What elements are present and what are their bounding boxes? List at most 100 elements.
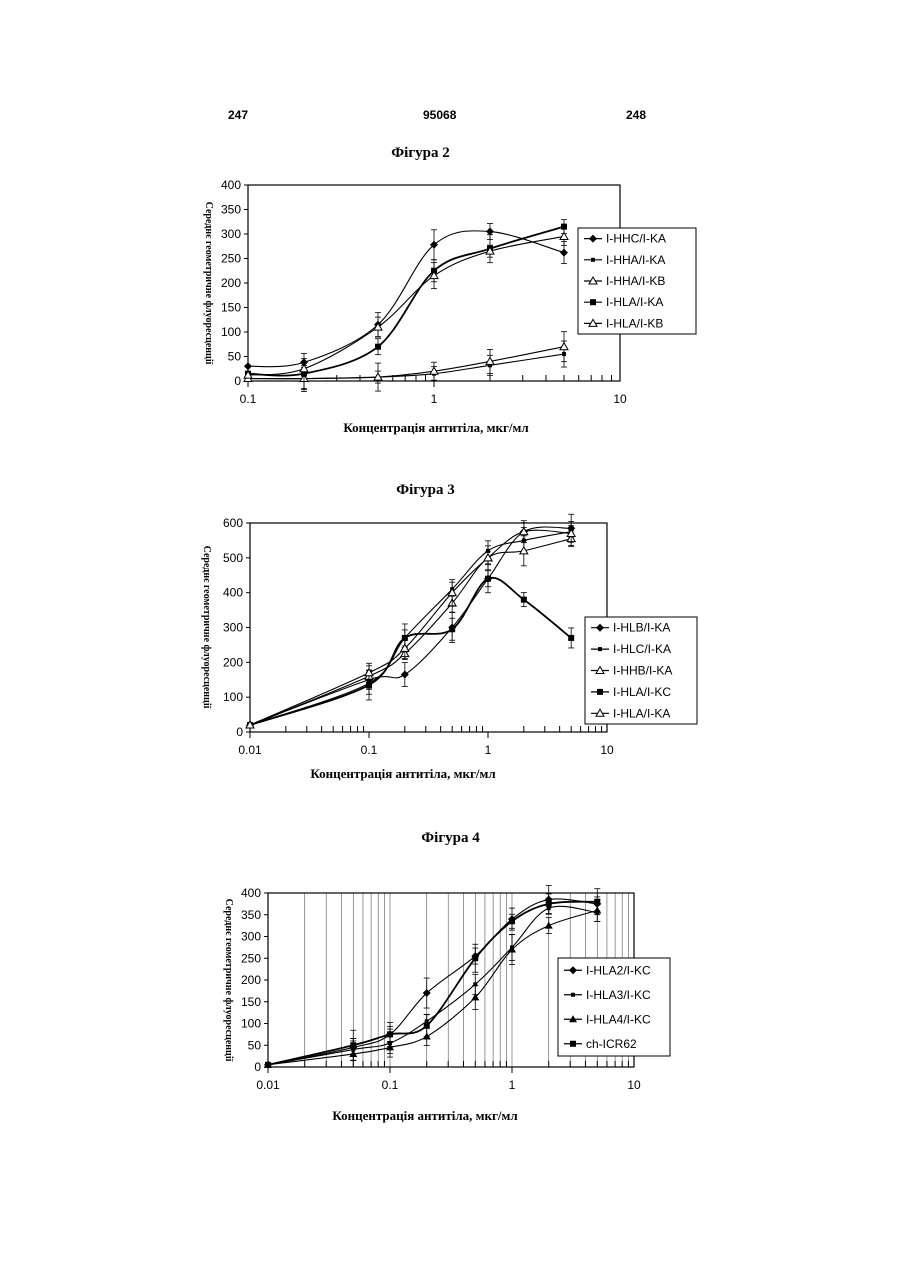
x-tick-label: 0.01	[256, 1078, 280, 1092]
y-tick-label: 350	[221, 203, 241, 217]
series-2	[246, 531, 575, 728]
legend-marker	[571, 993, 575, 997]
legend-label: I-HLC/I-KA	[613, 642, 671, 656]
y-axis-title: Середнє геометричне флуоресценції	[223, 899, 234, 1062]
y-tick-label: 200	[223, 655, 243, 669]
data-point	[449, 626, 455, 632]
legend-label: I-HHC/I-KA	[606, 232, 666, 246]
series-2	[244, 332, 568, 392]
data-point	[375, 344, 381, 350]
figures-canvas: 0501001502002503003504000.1110I-HHC/I-KA…	[0, 0, 901, 1273]
legend-label: I-HLA2/I-KC	[586, 963, 651, 977]
data-point	[509, 918, 515, 924]
y-tick-label: 100	[223, 690, 243, 704]
y-tick-label: 600	[223, 516, 243, 530]
y-tick-label: 150	[221, 301, 241, 315]
y-axis-title: Середнє геометричне флуоресценції	[201, 546, 212, 709]
x-tick-label: 1	[509, 1078, 516, 1092]
x-tick-label: 0.01	[238, 743, 262, 757]
x-tick-label: 0.1	[382, 1078, 399, 1092]
legend-label: I-HHA/I-KA	[606, 253, 665, 267]
legend-label: I-HHB/I-KA	[613, 664, 672, 678]
series-0	[246, 514, 575, 729]
legend-marker	[597, 689, 603, 695]
series-3	[247, 565, 574, 728]
series-1	[248, 526, 574, 727]
data-point	[485, 576, 491, 582]
legend-marker	[598, 647, 602, 651]
x-axis-title: Концентрація антитіла, мкг/мл	[332, 1108, 517, 1123]
chart-3: 01002003004005006000.010.1110I-HLB/I-KAI…	[201, 514, 697, 781]
legend-label: I-HLA/I-KA	[606, 295, 663, 309]
y-tick-label: 400	[221, 178, 241, 192]
y-tick-label: 50	[248, 1038, 262, 1052]
data-point	[560, 343, 568, 350]
legend-label: ch-ICR62	[586, 1037, 637, 1051]
x-tick-label: 10	[600, 743, 614, 757]
y-tick-label: 350	[241, 908, 261, 922]
series-line	[250, 530, 571, 725]
data-point	[594, 899, 600, 905]
legend-label: I-HLA3/I-KC	[586, 988, 651, 1002]
x-tick-label: 10	[627, 1078, 641, 1092]
series-line	[268, 906, 597, 1064]
legend-label: I-HLA/I-KC	[613, 685, 671, 699]
legend-label: I-HHA/I-KB	[606, 274, 665, 288]
legend: I-HLA2/I-KC I-HLA3/I-KC I-HLA4/I-KC ch-ICR6…	[558, 958, 670, 1056]
x-axis-title: Концентрація антитіла, мкг/мл	[343, 420, 528, 435]
y-tick-label: 100	[221, 325, 241, 339]
data-point	[568, 635, 574, 641]
series-line	[248, 231, 564, 367]
legend: I-HHC/I-KA I-HHA/I-KA I-HHA/I-KB I-HLA/I-KA…	[578, 228, 696, 334]
chart-4: 0501001502002503003504000.010.1110I-HLA2…	[223, 886, 670, 1123]
y-tick-label: 200	[221, 276, 241, 290]
data-point	[265, 1062, 271, 1068]
data-point	[560, 249, 568, 257]
y-tick-label: 300	[223, 621, 243, 635]
chart-2: 0501001502002503003504000.1110I-HHC/I-KA…	[203, 178, 696, 435]
y-tick-label: 200	[241, 973, 261, 987]
data-point	[545, 922, 553, 929]
legend-marker	[591, 258, 595, 262]
data-point	[366, 682, 372, 688]
y-tick-label: 50	[228, 350, 242, 364]
data-point	[546, 901, 552, 907]
y-tick-label: 150	[241, 995, 261, 1009]
series-line	[250, 527, 571, 725]
legend-label: I-HLA/I-KB	[606, 316, 663, 330]
y-tick-label: 0	[236, 725, 243, 739]
series-line	[248, 236, 564, 375]
plot-frame	[250, 523, 607, 732]
y-tick-label: 500	[223, 551, 243, 565]
data-point	[244, 362, 252, 370]
series-3	[265, 889, 600, 1068]
series-0	[244, 224, 568, 372]
legend: I-HLB/I-KA I-HLC/I-KA I-HHB/I-KA I-HLA/I-KC…	[585, 617, 697, 724]
y-tick-label: 250	[221, 252, 241, 266]
series-2	[264, 899, 601, 1067]
x-tick-label: 1	[431, 392, 438, 406]
legend-marker	[590, 299, 596, 305]
legend-label: I-HLA/I-KA	[613, 706, 670, 720]
y-tick-label: 300	[221, 227, 241, 241]
data-point	[472, 955, 478, 961]
y-tick-label: 400	[241, 886, 261, 900]
data-point	[521, 597, 527, 603]
data-point	[387, 1031, 393, 1037]
series-line	[248, 347, 564, 379]
legend-label: I-HLA4/I-KC	[586, 1012, 651, 1026]
data-point	[350, 1042, 356, 1048]
y-tick-label: 0	[254, 1060, 261, 1074]
x-axis-title: Концентрація антитіла, мкг/мл	[310, 766, 495, 781]
series-1	[246, 341, 567, 391]
data-point	[424, 1023, 430, 1029]
data-point	[401, 671, 409, 679]
x-tick-label: 1	[485, 743, 492, 757]
y-tick-label: 0	[234, 374, 241, 388]
y-axis-title: Середнє геометричне флуоресценції	[203, 202, 214, 365]
legend-label: I-HLB/I-KA	[613, 621, 670, 635]
x-tick-label: 10	[613, 392, 627, 406]
series-line	[250, 532, 571, 725]
legend-marker	[570, 1041, 576, 1047]
y-tick-label: 250	[241, 951, 261, 965]
